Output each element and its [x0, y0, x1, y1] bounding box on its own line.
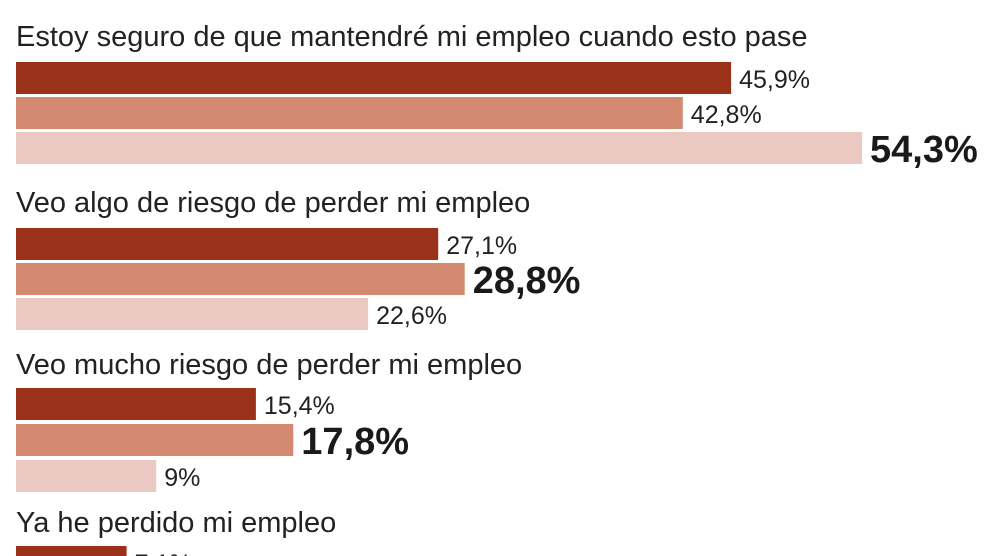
value-label-g0-s1: 42,8%	[691, 101, 762, 129]
bar-g3-s0	[16, 546, 127, 556]
bar-g1-s1	[16, 263, 465, 295]
bar-g1-s0	[16, 228, 439, 260]
bar-g2-s2	[16, 460, 157, 492]
bars-layer: 45,9% 42,8% 54,3% 27,1%28,8% 22,6% 15,4%17,8%…	[16, 62, 978, 556]
value-label-g2-s0: 15,4%	[264, 392, 335, 420]
value-label-g1-s0: 27,1%	[446, 232, 517, 260]
value-label-g1-s2: 22,6%	[376, 302, 447, 330]
group-label-lost-job: Ya he perdido mi empleo	[16, 507, 336, 539]
value-label-g0-s0: 45,9%	[739, 66, 810, 94]
group-label-high-risk: Veo mucho riesgo de perder mi empleo	[16, 349, 522, 381]
group-label-secure: Estoy seguro de que mantendré mi empleo …	[16, 21, 808, 53]
value-label-g2-s1: 17,8%	[301, 421, 409, 463]
value-label-g3-s0: 7,1%	[135, 550, 192, 556]
bar-g0-s1	[16, 97, 683, 129]
bar-g2-s0	[16, 388, 256, 420]
bar-g1-s2	[16, 298, 369, 330]
value-label-g2-s2: 9%	[164, 464, 200, 492]
bar-g2-s1	[16, 424, 294, 456]
bar-g0-s0	[16, 62, 732, 94]
value-label-g0-s2: 54,3%	[870, 129, 978, 171]
group-label-some-risk: Veo algo de riesgo de perder mi empleo	[16, 187, 530, 219]
value-label-g1-s1: 28,8%	[473, 260, 581, 302]
bar-g0-s2	[16, 132, 862, 164]
